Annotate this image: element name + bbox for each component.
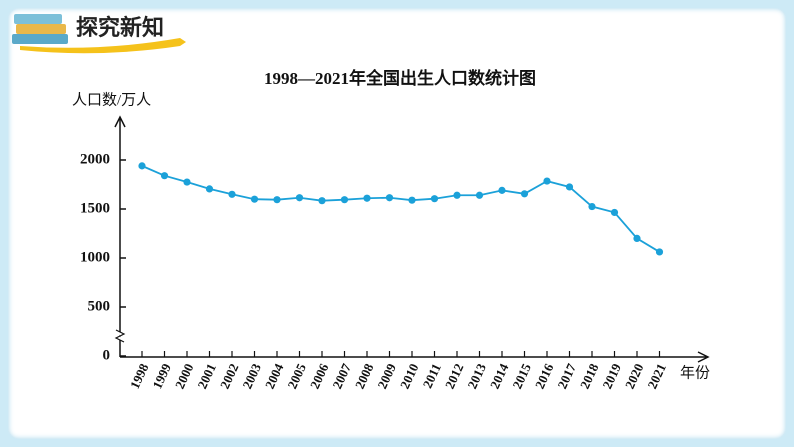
slide bbox=[8, 8, 786, 439]
point bbox=[250, 195, 259, 203]
x-tick-label: 2013 bbox=[464, 361, 489, 391]
point bbox=[475, 191, 484, 199]
x-tick-label: 2019 bbox=[599, 361, 624, 391]
x-tick-label: 2015 bbox=[509, 361, 534, 391]
point bbox=[430, 195, 439, 203]
point bbox=[520, 190, 529, 198]
x-tick-label: 2011 bbox=[420, 361, 444, 390]
point bbox=[160, 172, 169, 180]
y-tick-label: 1500 bbox=[80, 200, 110, 216]
x-tick-label: 2007 bbox=[329, 361, 354, 391]
header-title: 探究新知 bbox=[76, 15, 164, 41]
series-line bbox=[141, 165, 660, 253]
x-tick-label: 2000 bbox=[172, 361, 197, 391]
x-tick-label: 1998 bbox=[127, 361, 152, 391]
y-axis-label: 人口数/万人 bbox=[72, 91, 151, 108]
x-tick-label: 2006 bbox=[307, 361, 332, 391]
point bbox=[588, 202, 596, 211]
axis-break bbox=[114, 329, 126, 343]
chart-title: 1998—2021年全国出生人口数统计图 bbox=[264, 68, 536, 88]
point bbox=[183, 178, 191, 186]
x-tick-label: 2020 bbox=[622, 361, 647, 391]
point bbox=[205, 185, 214, 193]
y-axis bbox=[114, 115, 126, 357]
point bbox=[138, 162, 146, 170]
x-tick-label: 1999 bbox=[149, 361, 174, 391]
point bbox=[565, 183, 574, 191]
x-tick-label: 2012 bbox=[442, 361, 467, 391]
x-tick-label: 2003 bbox=[239, 361, 264, 391]
x-axis-label: 年份 bbox=[680, 364, 710, 381]
x-tick-label: 2018 bbox=[577, 361, 602, 391]
x-tick-label: 2005 bbox=[284, 361, 309, 391]
point bbox=[363, 194, 371, 202]
point bbox=[610, 208, 619, 217]
x-tick-label: 2009 bbox=[374, 361, 399, 391]
book-icon bbox=[12, 14, 186, 54]
point bbox=[543, 177, 551, 185]
y-tick-label: 0 bbox=[103, 347, 111, 363]
point bbox=[453, 191, 461, 199]
point bbox=[295, 194, 304, 202]
x-tick-label: 2008 bbox=[352, 361, 377, 391]
y-tick-label: 1000 bbox=[80, 249, 110, 265]
y-tick-label: 2000 bbox=[80, 151, 110, 167]
point bbox=[633, 234, 641, 242]
point bbox=[228, 190, 236, 198]
x-axis bbox=[120, 351, 710, 363]
x-tick-label: 2014 bbox=[487, 361, 512, 391]
point bbox=[498, 186, 506, 194]
point bbox=[318, 197, 326, 205]
point bbox=[408, 196, 416, 204]
x-tick-label: 2004 bbox=[262, 361, 287, 391]
y-tick-label: 500 bbox=[88, 298, 111, 314]
x-tick-label: 2010 bbox=[397, 361, 422, 391]
point bbox=[340, 196, 349, 204]
point bbox=[273, 196, 281, 204]
x-tick-label: 2017 bbox=[554, 361, 579, 391]
x-tick-label: 2016 bbox=[532, 361, 557, 391]
x-tick-label: 2021 bbox=[644, 361, 669, 391]
x-tick-label: 2002 bbox=[217, 361, 242, 391]
point bbox=[655, 248, 664, 256]
point bbox=[385, 194, 394, 202]
x-tick-label: 2001 bbox=[194, 361, 219, 391]
